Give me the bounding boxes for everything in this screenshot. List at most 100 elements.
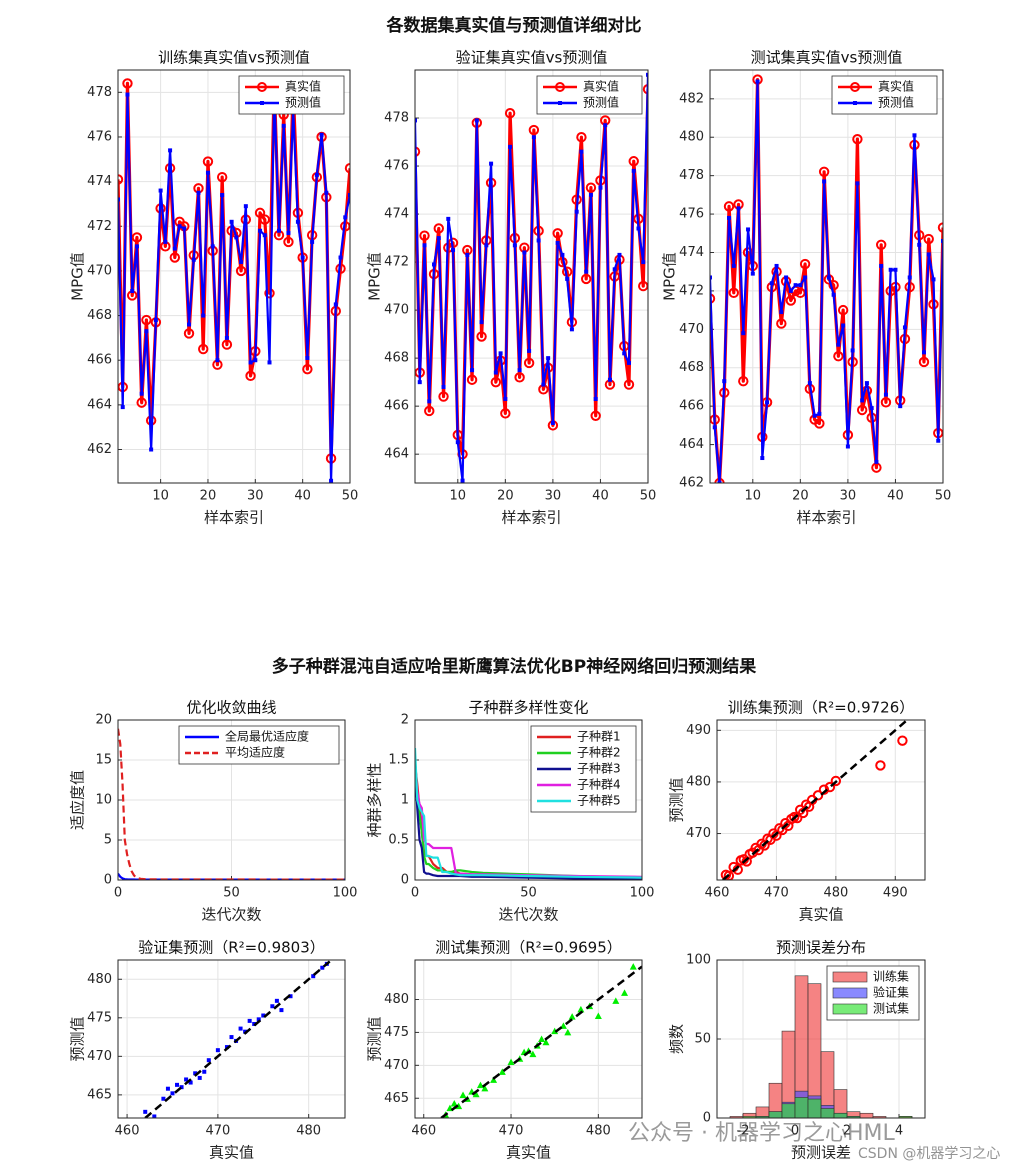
marker — [555, 240, 560, 245]
y-tick-label: 476 — [384, 159, 409, 174]
marker — [261, 1013, 266, 1018]
marker — [215, 1048, 220, 1053]
marker — [579, 149, 584, 154]
marker — [169, 252, 181, 263]
marker — [286, 230, 291, 235]
marker — [621, 989, 629, 996]
chart-title: 预测误差分布 — [776, 939, 866, 957]
marker — [343, 215, 348, 220]
x-axis-label: 预测误差 — [791, 1144, 851, 1162]
legend-box — [536, 75, 643, 115]
y-tick-label: 482 — [679, 91, 704, 106]
marker — [248, 360, 253, 365]
marker — [202, 156, 214, 167]
chart-title: 训练集预测（R²=0.9726） — [728, 699, 915, 717]
marker — [270, 1004, 275, 1009]
marker — [474, 118, 479, 123]
legend-marker — [257, 82, 267, 92]
marker — [247, 1018, 252, 1023]
marker — [755, 79, 760, 84]
marker — [149, 447, 154, 452]
marker — [875, 239, 887, 251]
ideal-line — [722, 720, 908, 880]
marker — [221, 339, 233, 350]
chart-title: 子种群多样性变化 — [468, 699, 588, 717]
marker — [584, 269, 589, 274]
marker — [198, 343, 209, 355]
y-tick-label: 476 — [679, 207, 704, 222]
marker — [623, 379, 635, 390]
marker — [830, 775, 842, 787]
marker — [258, 228, 263, 233]
marker — [235, 265, 247, 277]
marker — [580, 273, 592, 285]
x-tick-label: 30 — [840, 489, 857, 504]
marker — [161, 1096, 166, 1101]
x-tick-label: 460 — [411, 1124, 436, 1139]
marker — [888, 267, 893, 272]
marker — [738, 375, 749, 387]
x-tick-label: 2 — [843, 1124, 851, 1139]
legend-swatch — [832, 1003, 868, 1015]
marker — [817, 411, 822, 416]
data-layer — [143, 960, 333, 1118]
marker — [833, 351, 844, 362]
legend-box — [238, 75, 345, 115]
chart-title: 验证集真实值vs预测值 — [456, 49, 608, 67]
marker — [472, 1090, 480, 1098]
marker — [760, 456, 765, 461]
x-tick-label: 10 — [745, 489, 762, 504]
marker — [184, 1077, 189, 1082]
marker — [333, 302, 338, 307]
marker — [234, 235, 239, 240]
marker — [746, 227, 751, 232]
legend-label: 子种群1 — [577, 730, 621, 744]
marker — [893, 267, 898, 272]
marker — [476, 1081, 484, 1089]
y-tick-label: 470 — [384, 1058, 409, 1073]
marker — [455, 440, 460, 445]
bar — [846, 1116, 861, 1118]
y-tick-label: 0 — [401, 873, 409, 888]
bar — [820, 1108, 835, 1118]
axes-frame — [117, 959, 346, 1119]
marker — [826, 275, 831, 280]
marker — [550, 420, 555, 425]
y-tick-label: 490 — [686, 723, 711, 738]
legend-marker — [260, 101, 264, 105]
marker — [869, 406, 874, 411]
marker — [765, 400, 770, 405]
y-axis-label: MPG值 — [661, 252, 679, 301]
marker — [450, 1100, 458, 1107]
marker — [267, 360, 272, 365]
legend-label: 预测值 — [583, 95, 619, 110]
marker — [305, 355, 310, 360]
axes-frame — [117, 69, 351, 484]
marker — [136, 397, 147, 408]
marker — [177, 224, 182, 229]
x-tick-label: 480 — [296, 1124, 321, 1139]
marker — [784, 275, 789, 280]
marker — [424, 405, 435, 417]
marker — [191, 257, 196, 262]
marker — [175, 1082, 180, 1087]
x-tick-label: 470 — [499, 1124, 524, 1139]
marker — [936, 438, 941, 443]
y-tick-label: 470 — [87, 263, 112, 278]
marker — [465, 252, 470, 257]
y-tick-label: 472 — [87, 219, 112, 234]
legend-label: 子种群2 — [577, 746, 621, 760]
x-axis-label: 迭代次数 — [498, 906, 558, 924]
marker — [845, 444, 850, 449]
marker — [568, 1013, 576, 1020]
marker — [628, 156, 639, 167]
marker — [300, 255, 305, 260]
y-tick-label: 462 — [679, 476, 704, 491]
marker — [527, 348, 532, 353]
marker — [187, 322, 192, 327]
marker — [836, 342, 841, 347]
marker — [163, 239, 168, 244]
marker — [917, 242, 922, 247]
marker — [484, 243, 489, 248]
marker — [818, 166, 830, 178]
